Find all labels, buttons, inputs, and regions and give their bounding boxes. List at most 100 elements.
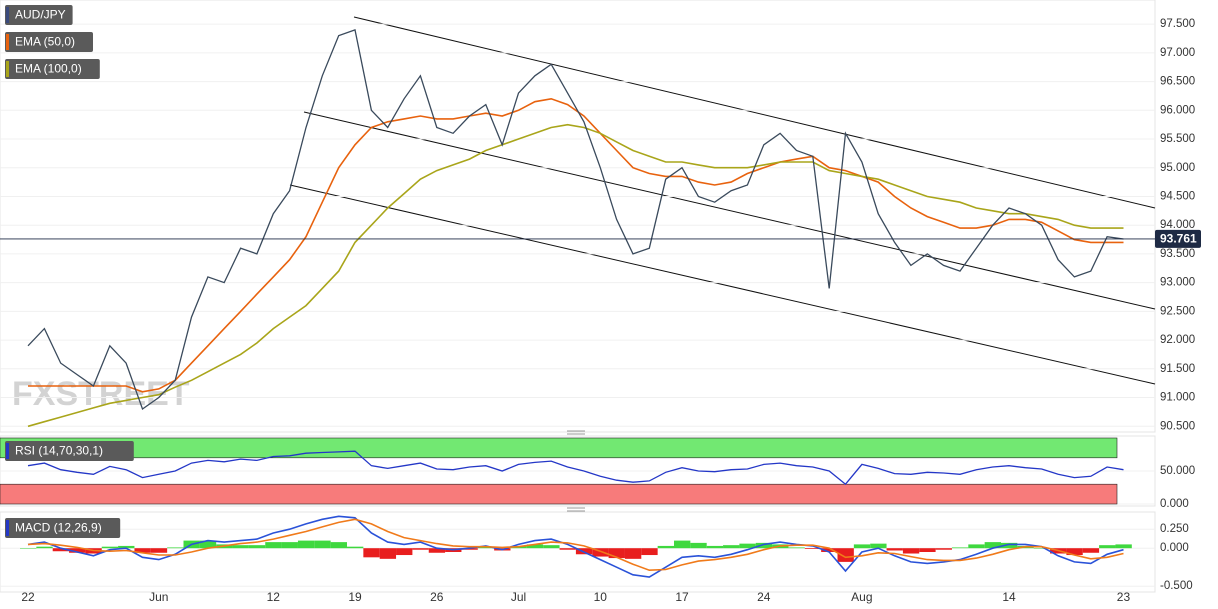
histogram-bar bbox=[902, 548, 920, 554]
y-tick-label: 91.500 bbox=[1160, 363, 1195, 375]
histogram-bar bbox=[968, 544, 985, 549]
histogram-bar bbox=[101, 546, 119, 549]
y-tick-label: 91.000 bbox=[1160, 392, 1195, 404]
histogram-bar bbox=[1115, 544, 1132, 549]
histogram-bar bbox=[608, 548, 625, 559]
legend-label: MACD (12,26,9) bbox=[15, 521, 102, 535]
histogram-bar bbox=[396, 548, 413, 556]
histogram-bar bbox=[886, 548, 903, 551]
histogram-bar bbox=[379, 548, 397, 559]
histogram-bar bbox=[674, 540, 691, 549]
histogram-bar bbox=[477, 547, 495, 549]
histogram-bar bbox=[1099, 545, 1116, 549]
rsi-band bbox=[0, 483, 1118, 505]
histogram-bar bbox=[723, 545, 740, 549]
histogram-bar bbox=[314, 540, 331, 549]
y-tick-label: 93.500 bbox=[1160, 248, 1195, 260]
last-price-label: 93.761 bbox=[1160, 232, 1197, 246]
price-panel bbox=[0, 0, 1156, 433]
y-tick-label: 96.500 bbox=[1160, 76, 1195, 88]
x-tick-label: 12 bbox=[267, 590, 281, 604]
histogram-bar bbox=[363, 548, 380, 558]
histogram-bar bbox=[134, 548, 151, 553]
histogram-bar bbox=[118, 545, 135, 549]
y-tick-label: 95.500 bbox=[1160, 133, 1195, 145]
watermark: FXSTREET bbox=[12, 375, 190, 413]
x-tick-label: Jun bbox=[149, 590, 168, 604]
histogram-bar bbox=[559, 548, 576, 550]
legend-label: EMA (100,0) bbox=[15, 62, 82, 76]
y-tick-label: 93.000 bbox=[1160, 277, 1195, 289]
histogram-bar bbox=[984, 542, 1001, 549]
histogram-bar bbox=[248, 545, 266, 549]
legend-swatch bbox=[6, 520, 9, 536]
x-tick-label: Aug bbox=[851, 590, 872, 604]
histogram-bar bbox=[199, 540, 217, 549]
legend-box bbox=[5, 32, 93, 52]
histogram-bar bbox=[837, 548, 854, 562]
histogram-bar bbox=[232, 545, 249, 549]
histogram-bar bbox=[624, 548, 642, 559]
legend-label: EMA (50,0) bbox=[15, 35, 75, 49]
histogram-bar bbox=[690, 542, 707, 549]
series-line bbox=[28, 97, 1124, 393]
histogram-bar bbox=[739, 543, 756, 549]
series-line bbox=[27, 123, 1124, 428]
histogram-bar bbox=[297, 540, 315, 549]
histogram-bar bbox=[36, 546, 53, 549]
x-tick-label: 22 bbox=[21, 590, 35, 604]
series-line bbox=[27, 518, 1124, 572]
x-tick-label: 19 bbox=[348, 590, 362, 604]
histogram-bar bbox=[52, 548, 70, 552]
legend-box bbox=[5, 518, 121, 538]
histogram-bar bbox=[804, 548, 822, 549]
y-tick-label: 0.250 bbox=[1160, 523, 1189, 535]
histogram-bar bbox=[919, 548, 936, 552]
histogram-bar bbox=[526, 544, 544, 549]
legend-swatch bbox=[6, 34, 9, 50]
value-line bbox=[27, 29, 1124, 411]
histogram-bar bbox=[853, 544, 871, 549]
value-line bbox=[27, 450, 1124, 486]
legend-box bbox=[5, 5, 73, 25]
histogram-bar bbox=[281, 542, 298, 549]
histogram-bar bbox=[935, 548, 952, 550]
y-tick-label: 97.000 bbox=[1160, 47, 1195, 59]
histogram-bar bbox=[1082, 548, 1100, 553]
y-tick-label: 94.500 bbox=[1160, 190, 1195, 202]
histogram-bar bbox=[167, 547, 184, 549]
histogram-bar bbox=[788, 547, 805, 549]
y-tick-label: 0.000 bbox=[1160, 542, 1189, 554]
y-tick-label: -0.500 bbox=[1160, 580, 1193, 592]
last-price-box bbox=[1155, 229, 1201, 248]
histogram-bar bbox=[543, 545, 560, 549]
x-tick-label: 23 bbox=[1117, 590, 1131, 604]
histogram-bar bbox=[428, 548, 446, 553]
histogram-bar bbox=[755, 542, 773, 549]
y-tick-label: 50.000 bbox=[1160, 465, 1195, 477]
histogram-bar bbox=[412, 548, 429, 550]
x-tick-label: 17 bbox=[675, 590, 689, 604]
legend-swatch bbox=[6, 443, 9, 459]
histogram-bar bbox=[1001, 542, 1018, 549]
x-tick-label: 24 bbox=[757, 590, 771, 604]
histogram-bar bbox=[20, 548, 37, 549]
y-tick-label: 92.000 bbox=[1160, 334, 1195, 346]
legend-swatch bbox=[6, 7, 9, 23]
legend-box bbox=[5, 59, 100, 79]
y-tick-label: 92.500 bbox=[1160, 305, 1195, 317]
x-tick-label: Jul bbox=[511, 590, 526, 604]
histogram-bar bbox=[706, 545, 724, 549]
histogram-bar bbox=[592, 548, 609, 557]
trend-channel bbox=[289, 16, 1156, 385]
legend-box bbox=[5, 441, 134, 461]
histogram-bar bbox=[1033, 548, 1051, 549]
y-tick-label: 0.000 bbox=[1160, 498, 1189, 510]
histogram-bar bbox=[1066, 548, 1083, 556]
histogram-bar bbox=[69, 548, 86, 553]
histogram-bar bbox=[870, 543, 887, 549]
series-line bbox=[27, 515, 1124, 578]
legend-label: AUD/JPY bbox=[15, 8, 66, 22]
histogram-bar bbox=[150, 548, 168, 553]
panel-grips bbox=[567, 430, 585, 512]
